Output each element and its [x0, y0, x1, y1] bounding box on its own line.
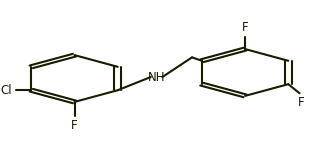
Text: NH: NH — [148, 71, 165, 84]
Text: F: F — [298, 96, 304, 109]
Text: F: F — [242, 21, 248, 34]
Text: F: F — [71, 119, 78, 132]
Text: Cl: Cl — [0, 84, 12, 97]
